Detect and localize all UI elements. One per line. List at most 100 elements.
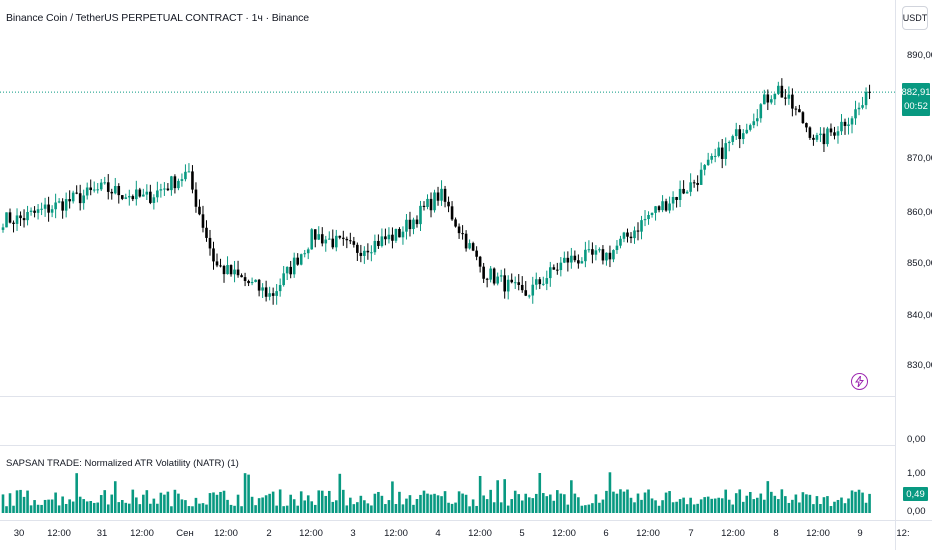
natr-bar [482, 495, 485, 513]
natr-bar [812, 504, 815, 513]
natr-bar [194, 497, 198, 513]
candle-body [461, 233, 464, 235]
natr-bar [138, 504, 142, 513]
candle-body [12, 222, 15, 224]
natr-bar [752, 499, 756, 513]
natr-bar [671, 502, 675, 513]
natr-bar [447, 502, 450, 513]
candle-body [605, 252, 608, 261]
candle-body [513, 282, 517, 284]
candle-body [668, 203, 671, 211]
candle-body [854, 109, 857, 119]
candle-body [506, 279, 510, 292]
natr-bar [580, 505, 584, 513]
candle-body [159, 189, 163, 191]
natr-bar [275, 505, 278, 513]
candle-body [401, 231, 405, 238]
candle-body [696, 182, 699, 185]
natr-bar [457, 491, 461, 513]
candle-body [75, 192, 78, 194]
candle-body [520, 284, 524, 291]
candle-body [299, 254, 303, 265]
candle-body [798, 109, 801, 113]
natr-bar [166, 491, 170, 513]
candle-body [135, 189, 138, 200]
candle-body [219, 265, 222, 267]
candle-body [391, 234, 394, 241]
candle-body [636, 230, 640, 232]
natr-bar [373, 493, 377, 513]
natr-bar [92, 502, 96, 513]
candle-body [654, 206, 657, 213]
candle-body [689, 182, 692, 192]
natr-bar [668, 491, 671, 513]
natr-bar [710, 498, 713, 513]
natr-bar [685, 504, 689, 513]
natr-bar [26, 490, 29, 513]
candle-body [755, 118, 759, 122]
candle-body [556, 269, 559, 271]
candle-body [254, 279, 257, 282]
time-axis-label: 12:00 [468, 528, 492, 539]
natr-bar [629, 497, 633, 513]
candle-body [64, 199, 68, 211]
natr-bar [534, 493, 538, 513]
candle-body [292, 257, 296, 275]
candle-body [805, 123, 808, 128]
natr-bar [152, 498, 156, 513]
candle-body [247, 280, 250, 284]
natr-bar [324, 495, 328, 513]
natr-bar [198, 503, 201, 513]
candle-body [598, 249, 601, 251]
candle-body [264, 287, 268, 297]
bar-countdown: 00:52 [904, 100, 928, 112]
candle-body [447, 201, 450, 207]
candle-body [587, 249, 591, 251]
lightning-glyph [855, 376, 864, 387]
candle-body [741, 133, 745, 140]
candle-body [250, 281, 254, 284]
natr-bar [201, 503, 205, 513]
natr-bar [236, 494, 240, 513]
time-axis-label: 12:00 [214, 528, 238, 539]
natr-bar [317, 490, 321, 513]
candle-body [724, 143, 728, 159]
candle-body [482, 266, 485, 279]
candle-body [531, 284, 535, 296]
candle-body [808, 127, 812, 138]
candle-body [285, 266, 289, 274]
natr-bar [222, 490, 226, 513]
natr-bar [552, 500, 556, 513]
natr-bar [633, 502, 636, 513]
lightning-icon[interactable] [851, 373, 868, 390]
candle-body [429, 198, 433, 211]
candle-body [198, 206, 201, 215]
natr-bar [85, 501, 89, 513]
candle-body [356, 244, 359, 253]
natr-bar [359, 495, 363, 513]
natr-bar [75, 473, 78, 513]
currency-button[interactable]: USDT [902, 6, 928, 30]
natr-bar [303, 500, 307, 513]
indicator-title[interactable]: SAPSAN TRADE: Normalized ATR Volatility … [6, 458, 239, 469]
candle-body [145, 191, 149, 195]
symbol-title[interactable]: Binance Coin / TetherUS PERPETUAL CONTRA… [6, 12, 310, 24]
natr-bar [840, 497, 843, 513]
natr-bar [208, 493, 212, 513]
natr-bar [43, 499, 47, 513]
natr-bar [664, 492, 668, 513]
natr-bar [503, 479, 506, 513]
natr-bar [443, 491, 447, 513]
candle-body [306, 249, 310, 254]
candle-body [492, 268, 496, 284]
natr-bar [131, 489, 135, 513]
natr-bar [349, 497, 352, 513]
candle-body [205, 227, 208, 238]
natr-bar [1, 494, 5, 513]
natr-bar [513, 490, 517, 513]
natr-bar [419, 494, 422, 513]
natr-bar [531, 498, 535, 513]
natr-bar [384, 504, 387, 513]
natr-bar [170, 506, 173, 513]
